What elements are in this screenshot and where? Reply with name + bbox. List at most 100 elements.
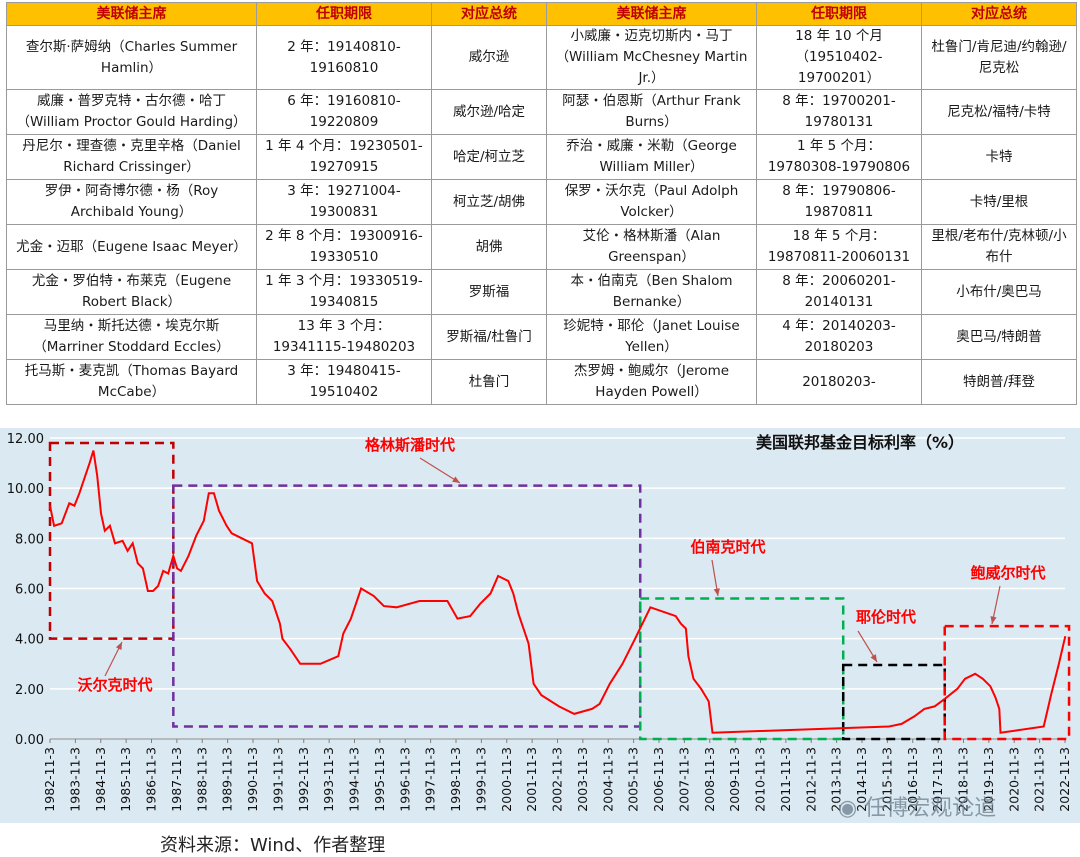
y-tick-label: 4.00 (15, 633, 44, 648)
x-tick-label: 1992-11-3 (296, 747, 311, 812)
term-cell: 4 年：20140203-20180203 (756, 314, 922, 360)
era-label: 沃尔克时代 (77, 676, 152, 694)
x-tick-label: 2009-11-3 (727, 747, 742, 812)
x-tick-label: 1996-11-3 (397, 747, 412, 812)
term-cell: 2 年 8 个月：19300916-19330510 (256, 224, 432, 270)
header-president: 对应总统 (921, 2, 1077, 26)
y-tick-label: 10.00 (7, 482, 44, 497)
x-tick-label: 1994-11-3 (347, 747, 362, 812)
era-arrow (419, 457, 461, 484)
term-cell: 8 年：19790806-19870811 (756, 179, 922, 225)
table-row: 尤金・罗伯特・布莱克（Eugene Robert Black） 1 年 3 个月：… (6, 269, 1077, 315)
x-tick-label: 1993-11-3 (321, 747, 336, 812)
table-row: 马里纳・斯托达德・埃克尔斯（Marriner Stoddard Eccles） 1… (6, 314, 1077, 360)
table-row: 罗伊・阿奇博尔德・杨（Roy Archibald Young） 3 年：19271… (6, 179, 1077, 225)
x-tick-label: 2014-11-3 (854, 747, 869, 812)
chair-cell: 小威廉・迈克切斯内・马丁（William McChesney Martin Jr… (546, 25, 757, 90)
x-tick-label: 1982-11-3 (42, 747, 57, 812)
president-cell: 里根/老布什/克林顿/小布什 (921, 224, 1077, 270)
y-tick-label: 2.00 (15, 683, 44, 698)
chart-title: 美国联邦基金目标利率（%） (756, 433, 964, 452)
chair-cell: 杰罗姆・鲍威尔（Jerome Hayden Powell） (546, 359, 757, 405)
x-tick-label: 2007-11-3 (676, 747, 691, 812)
chart-background (0, 428, 1080, 823)
x-tick-label: 2018-11-3 (956, 747, 971, 812)
x-tick-label: 2022-11-3 (1057, 747, 1072, 812)
x-tick-label: 1990-11-3 (245, 747, 260, 812)
table-row: 尤金・迈耶（Eugene Isaac Meyer） 2 年 8 个月：193009… (6, 224, 1077, 270)
president-cell: 杜鲁门/肯尼迪/约翰逊/尼克松 (921, 25, 1077, 90)
header-president: 对应总统 (431, 2, 547, 26)
x-tick-label: 1985-11-3 (118, 747, 133, 812)
x-tick-label: 1997-11-3 (423, 747, 438, 812)
term-cell: 3 年：19480415-19510402 (256, 359, 432, 405)
chair-cell: 阿瑟・伯恩斯（Arthur Frank Burns） (546, 89, 757, 135)
x-tick-label: 2011-11-3 (778, 747, 793, 812)
header-chair: 美联储主席 (6, 2, 257, 26)
era-box (943, 624, 1071, 741)
x-tick-label: 2015-11-3 (879, 747, 894, 812)
x-tick-label: 1987-11-3 (169, 747, 184, 812)
header-term: 任职期限 (256, 2, 432, 26)
x-tick-label: 1989-11-3 (220, 747, 235, 812)
x-tick-label: 1998-11-3 (448, 747, 463, 812)
x-tick-label: 1995-11-3 (372, 747, 387, 812)
president-cell: 卡特 (921, 134, 1077, 180)
y-tick-label: 0.00 (15, 733, 44, 748)
x-tick-label: 1983-11-3 (67, 747, 82, 812)
era-arrowhead (452, 476, 460, 483)
x-tick-label: 2001-11-3 (524, 747, 539, 812)
chair-cell: 艾伦・格林斯潘（Alan Greenspan） (546, 224, 757, 270)
chair-cell: 丹尼尔・理查德・克里辛格（Daniel Richard Crissinger） (6, 134, 257, 180)
president-cell: 尼克松/福特/卡特 (921, 89, 1077, 135)
table-row: 查尔斯·萨姆纳（Charles Summer Hamlin） 2 年：191408… (6, 25, 1077, 90)
table-row: 托马斯・麦克凯（Thomas Bayard McCabe） 3 年：1948041… (6, 359, 1077, 405)
chair-cell: 乔治・威廉・米勒（George William Miller） (546, 134, 757, 180)
president-cell: 杜鲁门 (431, 359, 547, 405)
era-arrowhead (713, 588, 720, 596)
term-cell: 8 年：19700201-19780131 (756, 89, 922, 135)
chair-cell: 尤金・迈耶（Eugene Isaac Meyer） (6, 224, 257, 270)
president-cell: 威尔逊 (431, 25, 547, 90)
term-cell: 3 年：19271004-19300831 (256, 179, 432, 225)
era-label: 鲍威尔时代 (970, 564, 1045, 582)
president-cell: 卡特/里根 (921, 179, 1077, 225)
era-label: 格林斯潘时代 (365, 436, 455, 454)
president-cell: 哈定/柯立芝 (431, 134, 547, 180)
rate-series-line (49, 450, 1067, 734)
term-cell: 20180203- (756, 359, 922, 405)
president-cell: 柯立芝/胡佛 (431, 179, 547, 225)
term-cell: 13 年 3 个月：19341115-19480203 (256, 314, 432, 360)
chair-cell: 罗伊・阿奇博尔德・杨（Roy Archibald Young） (6, 179, 257, 225)
chair-cell: 托马斯・麦克凯（Thomas Bayard McCabe） (6, 359, 257, 405)
chair-cell: 查尔斯·萨姆纳（Charles Summer Hamlin） (6, 25, 257, 90)
table-row: 威廉・普罗克特・古尔德・哈丁（William Proctor Gould Har… (6, 89, 1077, 135)
chair-cell: 马里纳・斯托达德・埃克尔斯（Marriner Stoddard Eccles） (6, 314, 257, 360)
chair-cell: 尤金・罗伯特・布莱克（Eugene Robert Black） (6, 269, 257, 315)
chair-cell: 本・伯南克（Ben Shalom Bernanke） (546, 269, 757, 315)
president-cell: 特朗普/拜登 (921, 359, 1077, 405)
president-cell: 小布什/奥巴马 (921, 269, 1077, 315)
era-label: 伯南克时代 (690, 538, 765, 556)
x-tick-label: 2003-11-3 (575, 747, 590, 812)
x-tick-label: 1988-11-3 (194, 747, 209, 812)
president-cell: 罗斯福 (431, 269, 547, 315)
era-arrowhead (115, 642, 122, 650)
y-tick-label: 6.00 (15, 583, 44, 598)
chair-cell: 珍妮特・耶伦（Janet Louise Yellen） (546, 314, 757, 360)
term-cell: 18 年 10 个月（19510402-19700201） (756, 25, 922, 90)
term-cell: 1 年 4 个月：19230501-19270915 (256, 134, 432, 180)
wechat-icon: ◉ (838, 796, 865, 821)
x-tick-label: 2021-11-3 (1032, 747, 1047, 812)
header-chair: 美联储主席 (546, 2, 757, 26)
chair-cell: 威廉・普罗克特・古尔德・哈丁（William Proctor Gould Har… (6, 89, 257, 135)
era-arrowhead (990, 616, 997, 624)
x-tick-label: 2000-11-3 (499, 747, 514, 812)
x-tick-label: 2020-11-3 (1006, 747, 1021, 812)
x-tick-label: 1999-11-3 (473, 747, 488, 812)
watermark-text: 任博宏观论道 (864, 796, 997, 821)
x-tick-label: 2012-11-3 (803, 747, 818, 812)
table-row: 丹尼尔・理查德・克里辛格（Daniel Richard Crissinger） 1… (6, 134, 1077, 180)
era-label: 耶伦时代 (856, 608, 916, 626)
x-tick-label: 2017-11-3 (930, 747, 945, 812)
